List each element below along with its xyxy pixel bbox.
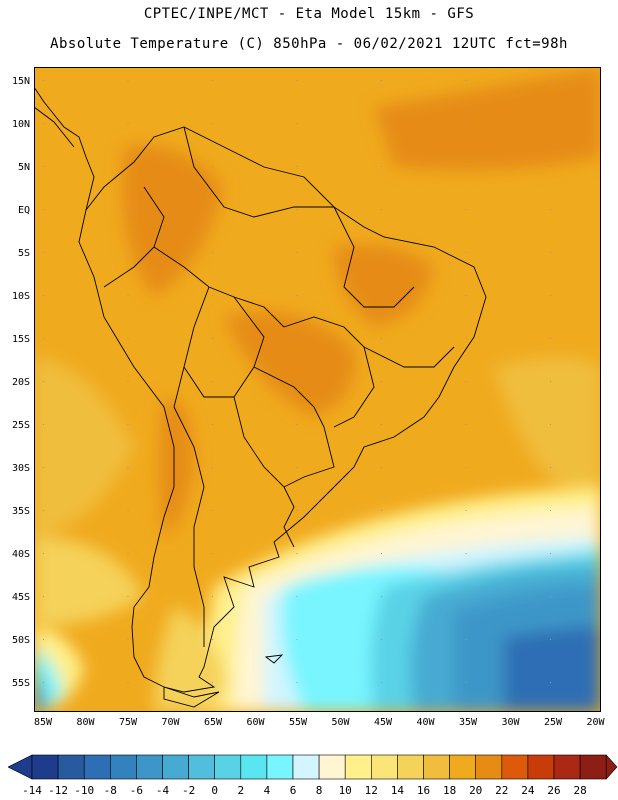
colorbar-swatch [344,754,372,780]
lon-tick-label: 60W [246,717,265,728]
temperature-map [34,67,601,712]
colorbar-tick-label: 6 [289,784,297,797]
colorbar-tick-label: -6 [129,784,144,797]
colorbar-tick-label: -2 [181,784,196,797]
colorbar-swatch [266,754,294,780]
colorbar-swatch [83,754,111,780]
colorbar-tick-label: 12 [364,784,378,797]
colorbar-swatch [527,754,555,780]
colorbar-tick-label: 26 [547,784,561,797]
colorbar-tick-label: 8 [315,784,323,797]
colorbar-tick-label: -8 [103,784,117,797]
lon-tick-label: 25W [543,717,563,728]
colorbar-tick-label: 24 [521,784,535,797]
colorbar-swatch [292,754,320,780]
colorbar-swatch [370,754,398,780]
colorbar-tick-label: 18 [442,784,457,797]
colorbar-swatch [31,754,59,780]
colorbar-tick-label: 2 [237,784,245,797]
coastlines-and-borders [34,86,487,708]
lat-tick-label: 15S [11,334,30,345]
lat-tick-label: EQ [17,205,30,216]
colorbar-swatch [475,754,503,780]
lon-tick-label: 80W [76,717,95,728]
colorbar-tick-label: 28 [573,784,587,797]
colorbar-tick-label: 14 [390,784,405,797]
lat-tick-label: 35S [11,506,30,517]
lon-tick-label: 35W [458,717,478,728]
lat-tick-label: 25S [11,420,30,431]
colorbar [8,754,618,780]
lon-tick-label: 40W [416,717,435,728]
lat-tick-label: 55S [11,678,30,689]
lat-tick-label: 45S [11,592,30,603]
lon-tick-label: 55W [288,717,308,728]
colorbar-tick-label: 0 [211,784,218,797]
lat-tick-label: 50S [11,635,30,646]
lat-tick-label: 20S [11,377,30,388]
colorbar-swatch [214,754,242,780]
colorbar-tick-label: 10 [338,784,352,797]
colorbar-swatch [397,754,424,780]
colorbar-swatch [423,754,450,780]
lon-tick-label: 75W [118,717,138,728]
lon-tick-label: 50W [331,717,350,728]
lat-tick-label: 15N [11,76,30,87]
colorbar-tick-label: 4 [263,784,271,797]
colorbar-swatch [579,754,607,780]
colorbar-swatch [553,754,581,780]
colorbar-swatch [501,754,529,780]
colorbar-tick-label: 16 [416,784,431,797]
colorbar-swatch [449,754,477,780]
colorbar-swatch [188,754,216,780]
title-line-1: CPTEC/INPE/MCT - Eta Model 15km - GFS [143,6,475,22]
grid-dots [34,67,601,712]
colorbar-tick-label: 22 [495,784,509,797]
lat-tick-label: 30S [11,463,30,474]
lat-tick-label: 10S [11,291,30,302]
colorbar-swatch [318,754,346,780]
colorbar-tick-label: 20 [469,784,483,797]
lon-tick-label: 30W [501,717,520,728]
title-line-2: Absolute Temperature (C) 850hPa - 06/02/… [50,36,568,52]
colorbar-low-arrow [8,754,33,780]
colorbar-swatch [136,754,163,780]
colorbar-tick-label: -14 [22,784,42,797]
lon-tick-label: 65W [203,717,223,728]
colorbar-tick-label: -4 [155,784,170,797]
lat-tick-label: 5S [17,248,30,259]
lat-tick-label: 40S [11,549,30,560]
colorbar-swatch [240,754,268,780]
colorbar-swatch [57,754,85,780]
colorbar-swatch [162,754,189,780]
colorbar-tick-label: -10 [74,784,95,797]
lon-tick-label: 45W [373,717,393,728]
lon-tick-label: 85W [33,717,53,728]
lat-tick-label: 10N [11,119,30,130]
lat-tick-label: 5N [17,162,30,173]
lon-tick-label: 70W [161,717,180,728]
colorbar-high-arrow [605,754,618,780]
colorbar-tick-label: -12 [48,784,69,797]
colorbar-swatch [110,754,137,780]
lon-tick-label: 20W [586,717,605,728]
